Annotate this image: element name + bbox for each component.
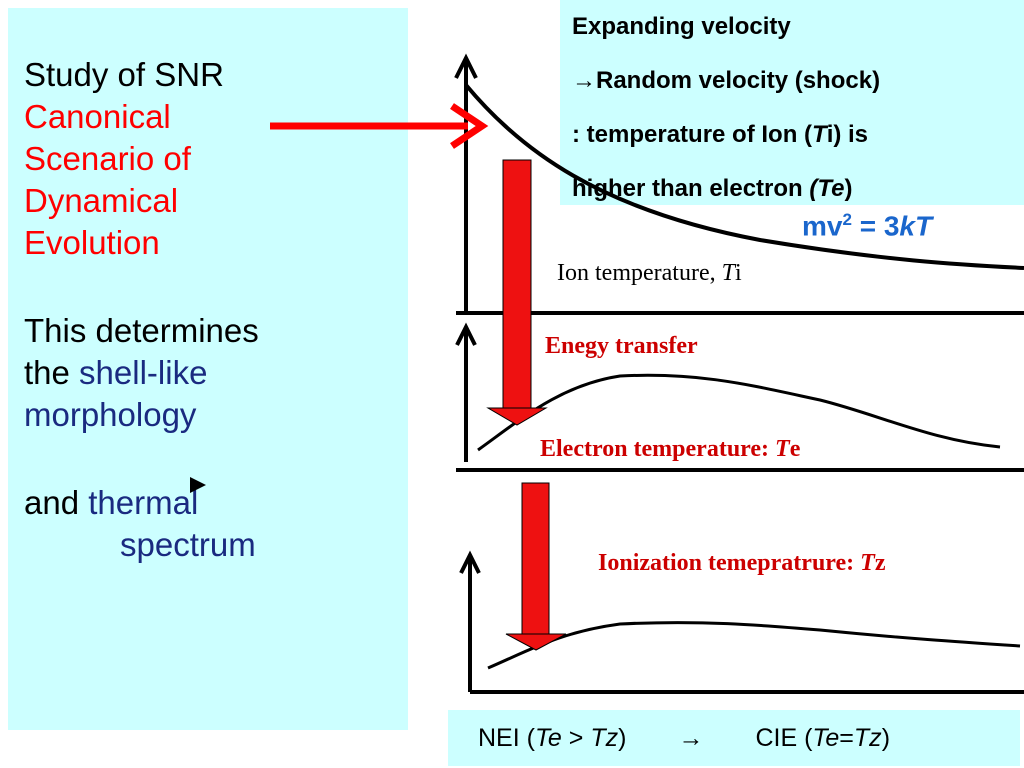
ionization-arrow [521,482,550,636]
text: Electron temperature: [540,436,776,462]
determines: This determines the shell-like morpholog… [24,310,408,436]
text: mv [802,210,843,242]
pointer-head [450,103,489,149]
transfer-head [486,407,548,426]
line: and thermal [24,482,408,524]
text: 2 [842,210,852,229]
line: higher than electron (Te) [572,162,1024,216]
text: ) [881,724,891,752]
line: →Random velocity (shock) [572,54,1024,108]
line: spectrum [120,526,256,563]
text: kT [899,210,933,242]
ion-label: Ion temperature, Ti [557,260,742,287]
text: → [678,724,704,752]
text: > [561,724,591,752]
text: ) [618,724,627,752]
text: Ionization temepratrure: [598,550,861,576]
scenario: Canonical Scenario of Dynamical Evolution [24,96,408,264]
axes [454,53,1024,694]
text: i [734,260,742,286]
ionization-curve [487,621,1021,670]
text: Tz [853,724,882,752]
text: higher than electron [572,175,810,202]
text: the [24,354,80,391]
electron-curve [477,373,1001,452]
bottom-box: NEI (Te > Tz) → CIE (Te=Tz) [448,710,1020,766]
text: CIE ( [755,724,813,752]
ionization-label: Ionization temepratrure: Tz [598,550,886,577]
electron-label: Electron temperature: Te [540,436,800,463]
cursor [190,477,206,493]
text: shell-like [79,354,208,391]
top-box: Expanding velocity →Random velocity (sho… [560,0,1024,205]
text: thermal [88,484,199,521]
text: T [721,260,735,286]
text: = [839,724,854,752]
line: This determines [24,312,259,349]
line: Scenario of [24,140,191,177]
text: and [24,484,89,521]
text: : temperature of Ion ( [572,121,813,148]
thermal: and thermal spectrum [24,482,408,566]
text: z [874,550,886,576]
line: Expanding velocity [572,0,1024,54]
line: Evolution [24,224,160,261]
text: →Random velocity (shock) [572,67,881,94]
ion-curve [464,83,1024,270]
line: the shell-like [24,352,408,394]
text: e [789,436,801,462]
text: Ion temperature, [557,260,722,286]
axis-head [455,322,477,346]
text: Te [812,724,840,752]
text: T [775,436,790,462]
title: Study of SNR [24,56,224,93]
transfer-arrow [502,159,532,411]
text: Expanding velocity [572,13,791,40]
line: : temperature of Ion (Ti) is [572,108,1024,162]
text: Tz [590,724,619,752]
text: = 3 [851,210,900,242]
axis-head [454,53,478,79]
text: NEI ( [478,724,535,752]
line: Dynamical [24,182,179,219]
text: T [860,550,875,576]
line: morphology [24,396,197,433]
ionization-head [505,633,567,651]
equation: mv2 = 3kT [802,210,932,242]
text: (Te [809,175,845,202]
text: T [812,121,827,148]
energy-label: Enegy transfer [545,333,698,359]
text: Te [534,724,562,752]
text: i) is [826,121,869,148]
line: Canonical [24,98,171,135]
text: ) [844,175,853,202]
axis-head [459,550,481,574]
